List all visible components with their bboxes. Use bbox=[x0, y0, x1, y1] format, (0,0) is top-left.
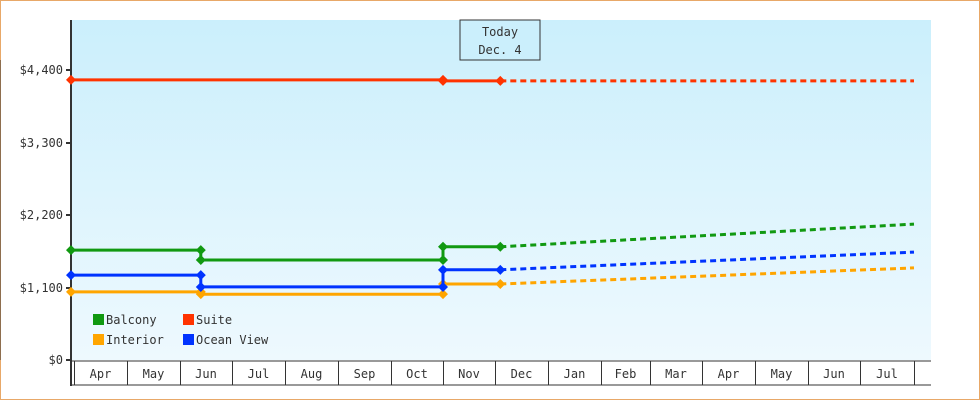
series-suite bbox=[66, 74, 914, 86]
x-tick-label: Jul bbox=[876, 367, 898, 381]
legend: Balcony Suite Interior Ocean View bbox=[93, 313, 269, 347]
series-balcony bbox=[66, 222, 915, 265]
today-date: Dec. 4 bbox=[478, 43, 521, 57]
legend-label: Interior bbox=[106, 333, 164, 347]
legend-swatch bbox=[183, 314, 194, 325]
y-tick-label: $0 bbox=[49, 353, 63, 367]
x-tick-label: Apr bbox=[718, 367, 740, 381]
today-label: Today bbox=[482, 25, 518, 39]
legend-label: Suite bbox=[196, 313, 232, 327]
legend-label: Balcony bbox=[106, 313, 157, 327]
x-axis: Apr May Jun Jul Aug Sep Oct Nov Dec Jan Feb Mar Apr M… bbox=[71, 360, 931, 386]
legend-item-ocean-view: Ocean View bbox=[183, 333, 269, 347]
x-tick-label: Jul bbox=[248, 367, 270, 381]
legend-item-suite: Suite bbox=[183, 313, 232, 327]
series-lines bbox=[66, 74, 915, 300]
x-tick-label: Dec bbox=[511, 367, 533, 381]
x-tick-label: Mar bbox=[665, 367, 687, 381]
x-tick-label: Nov bbox=[458, 367, 480, 381]
x-tick-label: May bbox=[771, 367, 793, 381]
x-tick-label: Aug bbox=[301, 367, 323, 381]
y-tick-label: $4,400 bbox=[20, 63, 63, 77]
today-marker: Today Dec. 4 bbox=[0, 19, 541, 360]
x-tick-label: Apr bbox=[90, 367, 112, 381]
series-ocean-view bbox=[66, 250, 915, 292]
y-tick-label: $3,300 bbox=[20, 136, 63, 150]
x-tick-label: Oct bbox=[406, 367, 428, 381]
y-axis: $0 $1,100 $2,200 $3,300 $4,400 bbox=[20, 20, 72, 386]
legend-swatch bbox=[93, 314, 104, 325]
y-tick-label: $1,100 bbox=[20, 281, 63, 295]
legend-label: Ocean View bbox=[196, 333, 269, 347]
legend-item-interior: Interior bbox=[93, 333, 164, 347]
x-tick-label: May bbox=[143, 367, 165, 381]
x-tick-label: Jun bbox=[195, 367, 217, 381]
x-tick-label: Feb bbox=[615, 367, 637, 381]
legend-swatch bbox=[93, 334, 104, 345]
legend-swatch bbox=[183, 334, 194, 345]
legend-item-balcony: Balcony bbox=[93, 313, 157, 327]
x-tick-label: Sep bbox=[354, 367, 376, 381]
plot-area bbox=[71, 20, 931, 360]
x-tick-label: Jun bbox=[823, 367, 845, 381]
x-tick-label: Jan bbox=[564, 367, 586, 381]
y-tick-label: $2,200 bbox=[20, 208, 63, 222]
